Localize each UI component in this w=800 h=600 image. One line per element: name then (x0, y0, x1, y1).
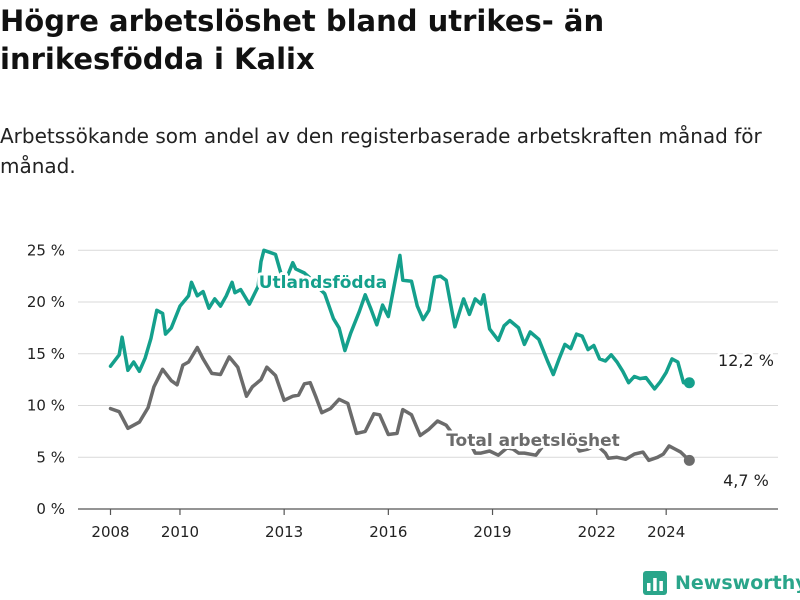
end-point-total (683, 454, 695, 466)
newsworthy-logo[interactable]: Newsworthy (643, 568, 800, 598)
series-label-utlandsfodda: Utlandsfödda (259, 273, 388, 293)
x-tick-label: 2016 (369, 523, 407, 541)
chart-subtitle: Arbetssökande som andel av den registerb… (0, 124, 762, 178)
x-tick-label: 2008 (91, 523, 129, 541)
gridlines (78, 249, 778, 510)
x-tick-label: 2013 (265, 523, 303, 541)
y-tick-label: 20 % (27, 293, 65, 311)
x-tick-label: 2010 (161, 523, 199, 541)
x-tick-label: 2022 (578, 523, 616, 541)
y-axis-ticks: 0 % 5 % 10 % 15 % 20 % 25 % (27, 241, 65, 518)
series-line-total (108, 345, 692, 463)
end-value-label-utlandsfodda: 12,2 % (718, 351, 774, 370)
end-point-utlandsfodda (683, 377, 695, 389)
series-line-utlandsfodda (108, 248, 692, 391)
brand-name: Newsworthy (675, 572, 800, 594)
y-tick-label: 0 % (36, 500, 65, 518)
bar-chart-logo-icon (643, 571, 667, 595)
series-lines (108, 248, 692, 463)
x-tick-label: 2019 (473, 523, 511, 541)
end-value-label-total: 4,7 % (723, 471, 769, 490)
y-tick-label: 10 % (27, 397, 65, 415)
y-tick-label: 5 % (36, 448, 65, 466)
series-annotations: Total arbetslöshet Utlandsfödda 12,2 % 4,7 … (256, 270, 777, 493)
x-tick-label: 2024 (647, 523, 685, 541)
series-label-total: Total arbetslöshet (446, 431, 620, 451)
y-tick-label: 25 % (27, 241, 65, 259)
chart-title: Högre arbetslöshet bland utrikes- än inr… (0, 4, 605, 76)
x-axis-ticks: 2008 2010 2013 2016 2019 2022 2024 (91, 509, 685, 541)
y-tick-label: 15 % (27, 345, 65, 363)
